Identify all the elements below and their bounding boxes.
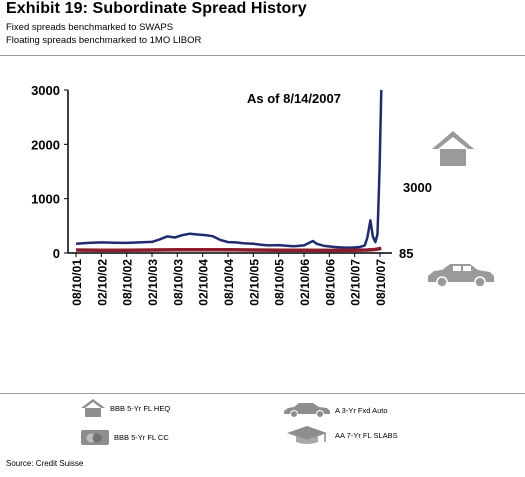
x-tick-label: 08/10/04 bbox=[222, 259, 236, 306]
credit-card-icon bbox=[81, 430, 109, 445]
car-icon bbox=[284, 403, 330, 418]
subtitle-floating: Floating spreads benchmarked to 1MO LIBO… bbox=[6, 35, 202, 46]
series-line-heq bbox=[75, 89, 383, 249]
house-icon bbox=[432, 131, 474, 166]
x-axis-ticks: 08/10/01 02/10/02 08/10/02 02/10/03 08/10/03… bbox=[70, 253, 388, 306]
series-lines bbox=[75, 89, 383, 253]
page-title: Exhibit 19: Subordinate Spread History bbox=[6, 0, 307, 17]
spread-chart: 0 1000 2000 3000 08/10/01 02/10/02 08/10/02 02… bbox=[31, 83, 494, 306]
x-tick-label: 08/10/01 bbox=[70, 259, 84, 306]
x-tick-label: 02/10/03 bbox=[146, 259, 160, 306]
bottom-divider bbox=[0, 393, 525, 394]
end-label-heq: 3000 bbox=[403, 180, 432, 195]
x-tick-label: 08/10/05 bbox=[273, 259, 287, 306]
end-label-auto: 85 bbox=[399, 246, 413, 261]
x-tick-label: 08/10/06 bbox=[323, 259, 337, 306]
y-tick-label: 2000 bbox=[31, 137, 60, 152]
x-tick-label: 02/10/07 bbox=[349, 259, 363, 306]
subtitle-fixed: Fixed spreads benchmarked to SWAPS bbox=[6, 22, 174, 33]
legend-item-heq: BBB 5-Yr FL HEQ bbox=[80, 398, 170, 418]
x-tick-label: 02/10/06 bbox=[298, 259, 312, 306]
legend-item-cc: BBB 5-Yr FL CC bbox=[80, 428, 169, 446]
legend-label-heq: BBB 5-Yr FL HEQ bbox=[110, 403, 171, 413]
y-tick-label: 1000 bbox=[31, 192, 60, 207]
y-axis-ticks: 0 1000 2000 3000 bbox=[31, 83, 68, 261]
x-tick-label: 02/10/02 bbox=[95, 259, 109, 306]
y-tick-label: 0 bbox=[53, 246, 60, 261]
as-of-annotation: As of 8/14/2007 bbox=[247, 91, 341, 106]
x-tick-label: 08/10/02 bbox=[121, 259, 135, 306]
x-tick-label: 02/10/05 bbox=[247, 259, 261, 306]
car-icon bbox=[428, 264, 494, 288]
legend-label-slabs: AA 7-Yr FL SLABS bbox=[335, 430, 398, 440]
legend-label-auto: A 3-Yr Fxd Auto bbox=[335, 405, 388, 415]
x-tick-label: 02/10/04 bbox=[197, 259, 211, 306]
series-line-auto bbox=[75, 246, 382, 253]
legend-item-auto: A 3-Yr Fxd Auto bbox=[283, 402, 388, 418]
x-tick-label: 08/10/03 bbox=[171, 259, 185, 306]
legend-item-slabs: AA 7-Yr FL SLABS bbox=[283, 425, 398, 445]
source-note: Source: Credit Suisse bbox=[6, 459, 84, 468]
house-icon bbox=[81, 399, 105, 417]
legend-label-cc: BBB 5-Yr FL CC bbox=[114, 432, 169, 442]
x-tick-label: 08/10/07 bbox=[374, 259, 388, 306]
graduation-cap-icon bbox=[287, 426, 327, 444]
y-tick-label: 3000 bbox=[31, 83, 60, 98]
top-divider bbox=[0, 55, 525, 56]
